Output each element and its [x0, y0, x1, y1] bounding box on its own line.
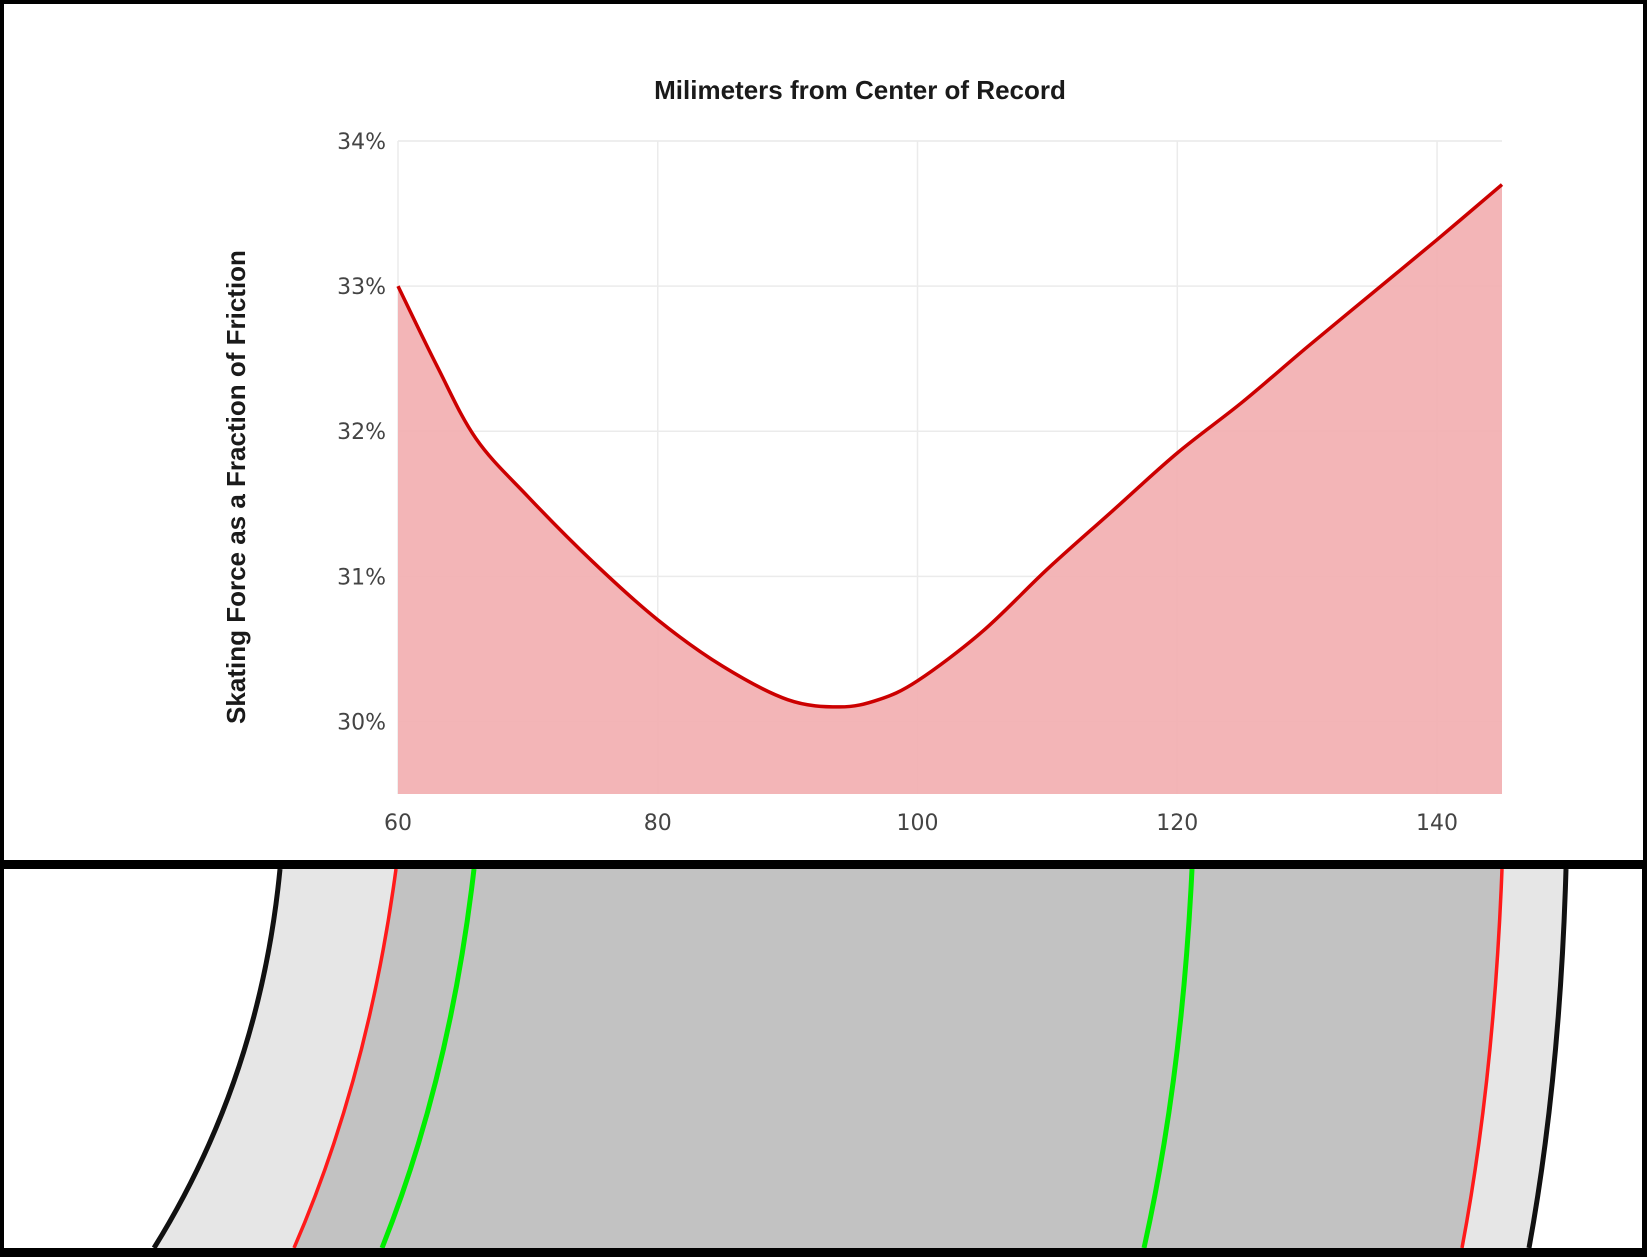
green-groove-outer [1141, 869, 1195, 1248]
x-tick-label: 80 [644, 811, 672, 836]
y-tick-label: 34% [337, 130, 386, 155]
area-layer [396, 183, 1504, 795]
series-line [396, 183, 1504, 709]
y-axis-label: Skating Force as a Fraction of Friction [221, 250, 251, 724]
red-groove-inner [292, 869, 398, 1248]
y-tick-label: 30% [337, 710, 386, 735]
record-outer-edge [1526, 869, 1569, 1248]
chart-title: Milimeters from Center of Record [654, 75, 1066, 105]
record-inner-band [294, 869, 1502, 1248]
record-groove-diagram [4, 869, 1642, 1248]
series-area-fill [398, 184, 1502, 795]
red-groove-outer [1460, 869, 1504, 1248]
y-tick-label: 33% [337, 275, 386, 300]
x-tick-label: 100 [897, 811, 939, 836]
green-groove-inner [379, 869, 477, 1248]
skating-force-chart: Milimeters from Center of Record Skating… [221, 75, 1504, 836]
tick-labels: 30% 31% 32% 33% 34% 60 80 100 120 140 [337, 130, 1458, 836]
y-tick-label: 31% [337, 565, 386, 590]
chart-panel: Milimeters from Center of Record Skating… [4, 4, 1643, 860]
record-band-drawing [151, 869, 1569, 1248]
y-tick-label: 32% [337, 420, 386, 445]
x-tick-label: 120 [1156, 811, 1198, 836]
x-tick-label: 60 [384, 811, 412, 836]
record-inner-edge [151, 869, 283, 1248]
x-tick-label: 140 [1416, 811, 1458, 836]
